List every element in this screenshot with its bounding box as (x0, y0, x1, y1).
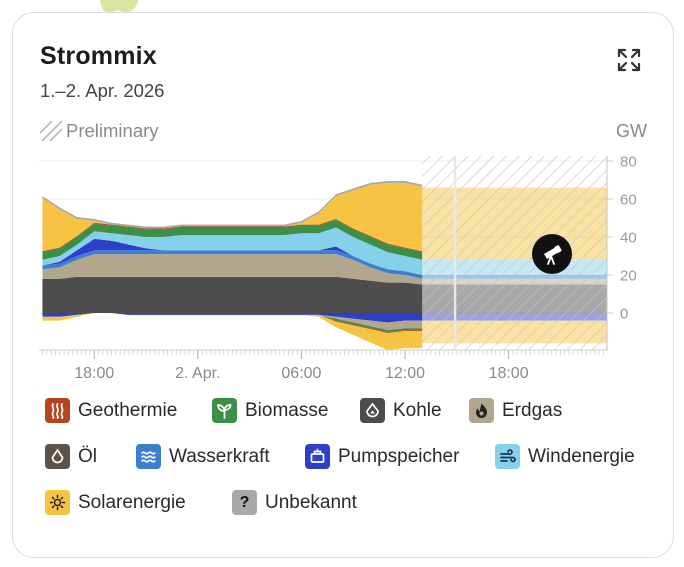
telescope-icon (544, 245, 562, 265)
legend-label: Öl (78, 445, 97, 467)
preliminary-hatch (422, 156, 607, 350)
legend-item-oel[interactable]: Öl (45, 444, 97, 469)
x-tick-label: 18:00 (74, 365, 114, 382)
area-series-windenergie[interactable] (42, 227, 423, 276)
legend-item-biomasse[interactable]: Biomasse (212, 398, 328, 423)
area-series-pumpspeicher[interactable] (42, 238, 423, 275)
legend-item-unbekannt[interactable]: ? Unbekannt (232, 490, 357, 515)
hatch-pattern-icon (40, 121, 62, 141)
legend-label: Kohle (393, 399, 442, 421)
legend-label: Wasserkraft (169, 445, 270, 467)
preliminary-label: Preliminary (66, 120, 159, 141)
now-marker (453, 156, 572, 350)
legend-item-geothermie[interactable]: Geothermie (45, 398, 177, 423)
y-tick-label: 40 (620, 230, 637, 247)
area-series-erdgas[interactable] (42, 254, 423, 285)
legend-label: Unbekannt (265, 491, 357, 513)
legend-item-kohle[interactable]: Kohle (360, 398, 442, 423)
decorative-leaf-blob (100, 0, 139, 13)
question-mark-icon: ? (232, 490, 257, 515)
unit-label: GW (616, 121, 647, 141)
legend-item-wasserkraft[interactable]: Wasserkraft (136, 444, 270, 469)
y-tick-label: 0 (620, 306, 628, 323)
legend-item-windenergie[interactable]: Windenergie (495, 444, 635, 469)
card-title: Strommix (40, 42, 157, 70)
legend-label: Geothermie (78, 399, 178, 421)
area-negative-solarenergie[interactable] (42, 313, 423, 350)
y-tick-label: 20 (620, 268, 637, 285)
legend-item-solarenergie[interactable]: Solarenergie (45, 490, 186, 515)
expand-icon (617, 48, 641, 72)
area-series-biomasse[interactable] (42, 219, 423, 260)
preliminary-legend: Preliminary (40, 120, 159, 142)
legend-label: Windenergie (528, 445, 635, 467)
legend-item-erdgas[interactable]: Erdgas (469, 398, 562, 423)
forecast-region (422, 156, 607, 350)
y-tick-label: 60 (620, 192, 637, 209)
battery-icon (305, 444, 330, 469)
water-waves-icon (136, 444, 161, 469)
gas-flame-icon (469, 398, 494, 423)
heat-waves-icon (45, 398, 70, 423)
x-tick-label: 2. Apr. (175, 365, 220, 382)
area-negative-biomasse[interactable] (42, 313, 423, 332)
x-tick-label: 12:00 (385, 365, 425, 382)
sun-icon (45, 490, 70, 515)
wind-icon (495, 444, 520, 469)
axes: 80 60 40 20 0 18:00 2. Apr. 06:00 12:00 18:00 (39, 154, 637, 382)
legend-label: Erdgas (502, 399, 563, 421)
expand-button[interactable] (615, 46, 643, 74)
preliminary-veil (422, 156, 607, 350)
x-tick-label: 18:00 (489, 365, 529, 382)
x-tick-label: 06:00 (281, 365, 321, 382)
area-negative-geothermie[interactable] (42, 313, 423, 333)
coal-drop-icon (360, 398, 385, 423)
area-series-kohle[interactable] (42, 276, 423, 313)
legend-label: Pumpspeicher (338, 445, 460, 467)
area-negative-erdgas[interactable] (42, 313, 423, 331)
sprout-icon (212, 398, 237, 423)
oil-drop-icon (45, 444, 70, 469)
y-tick-label: 80 (620, 154, 637, 171)
legend-label: Biomasse (245, 399, 329, 421)
date-range: 1.–2. Apr. 2026 (40, 80, 165, 101)
area-negative-pumpspeicher[interactable] (42, 313, 423, 323)
forecast-telescope-button[interactable] (532, 234, 572, 274)
legend-item-pumpspeicher[interactable]: Pumpspeicher (305, 444, 459, 469)
stacked-areas (42, 180, 423, 350)
legend-label: Solarenergie (78, 491, 186, 513)
area-series-solarenergie[interactable] (42, 182, 423, 252)
